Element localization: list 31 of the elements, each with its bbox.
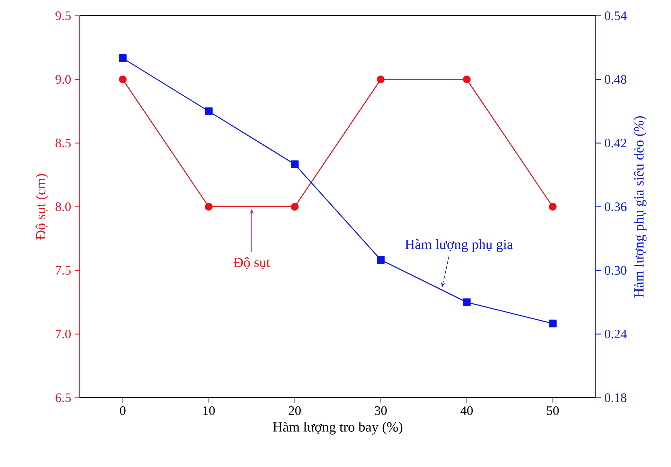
y-tick-label: 9.5 — [56, 12, 71, 20]
y-tick-label: 9.0 — [56, 75, 71, 84]
y2-tick-label: 0.30 — [605, 266, 627, 276]
y2-tick-label: 0.54 — [605, 12, 627, 20]
point — [205, 108, 213, 116]
y-tick-label: 6.5 — [56, 394, 71, 402]
y-axis-title: Độ sụt (cm) — [36, 174, 48, 240]
x-tick-label: 0 — [120, 406, 126, 416]
y-tick-label: 8.0 — [56, 202, 71, 212]
y-tick-label: 7.5 — [56, 266, 71, 275]
annotation: Độ sụt — [234, 258, 270, 270]
point — [463, 298, 471, 306]
x-tick-label: 10 — [204, 406, 215, 416]
y2-tick-label: 0.48 — [605, 75, 627, 84]
y2-axis-title: Hàm lượng phụ gia siêu dẻo (%) — [634, 116, 647, 298]
y2-tick-label: 0.18 — [605, 394, 627, 402]
annotation: Hàm lượng phụ gia — [405, 240, 514, 252]
point — [377, 256, 385, 264]
y2-tick-label: 0.36 — [605, 202, 627, 212]
y-tick-label: 7.0 — [56, 330, 71, 339]
x-tick-label: 30 — [375, 406, 387, 416]
x-axis-title: Hàm lượng tro bay (%) — [273, 422, 403, 435]
y2-tick-label: 0.42 — [605, 138, 626, 148]
point — [119, 54, 127, 62]
point — [549, 320, 557, 328]
y2-tick-label: 0.24 — [605, 330, 627, 339]
y-tick-label: 8.5 — [56, 138, 71, 148]
x-tick-label: 40 — [460, 406, 473, 416]
point — [291, 160, 299, 168]
x-tick-label: 20 — [289, 406, 301, 416]
x-tick-label: 50 — [547, 406, 559, 416]
